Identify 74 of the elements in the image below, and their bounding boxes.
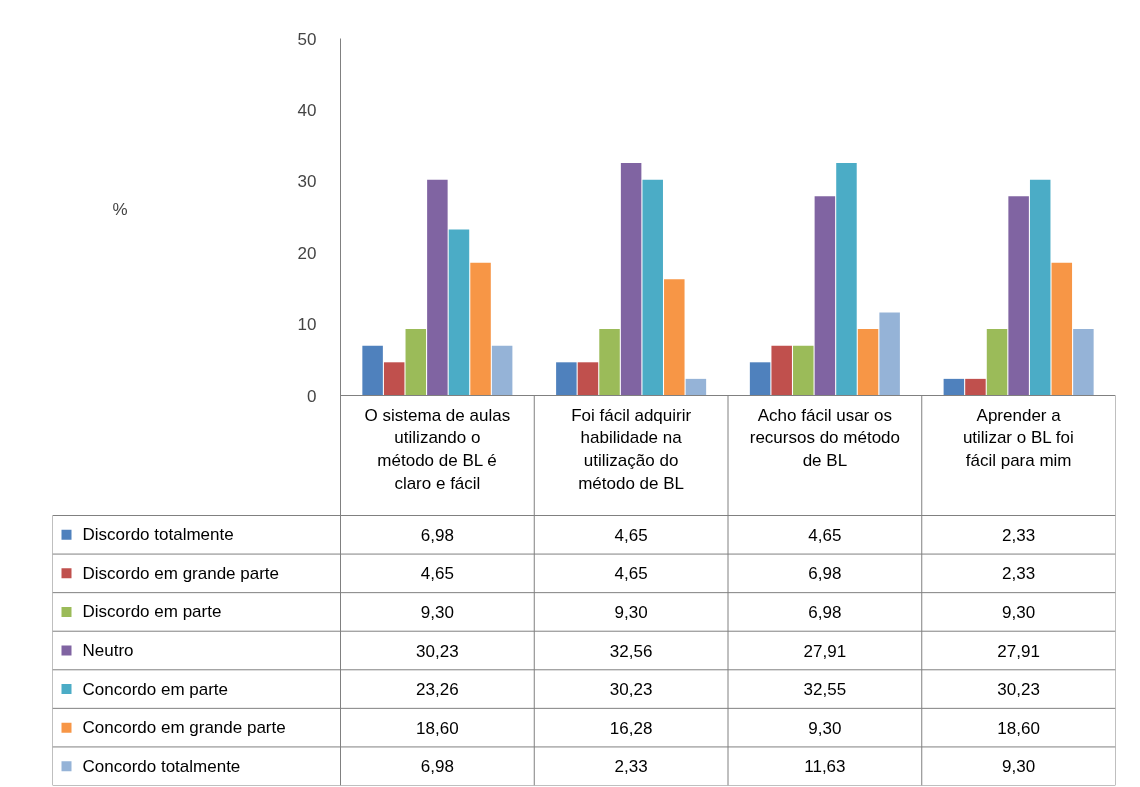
bar — [577, 362, 599, 396]
bar — [685, 378, 707, 396]
legend-label: Neutro — [82, 641, 134, 660]
bar — [664, 279, 685, 396]
bar — [879, 312, 900, 396]
text: % — [112, 199, 128, 219]
data-label: 27,91 — [997, 641, 1040, 661]
data-label: 6,98 — [420, 525, 454, 545]
data-label: 9,30 — [1002, 602, 1036, 622]
legend-label: Concordo totalmente — [82, 756, 241, 776]
bar — [405, 329, 427, 396]
x-tick-label: Acho fácil usar os recursos do método de BL — [749, 405, 900, 471]
data-label: 30,23 — [609, 680, 653, 700]
bar — [1051, 262, 1073, 396]
y-tick-label: 40 — [297, 100, 317, 120]
bar — [857, 329, 879, 396]
y-tick-label: 10 — [297, 315, 317, 335]
bar — [642, 179, 663, 396]
data-label: 11,63 — [804, 757, 846, 777]
bar — [427, 179, 448, 396]
bar — [448, 229, 470, 396]
bar — [836, 163, 857, 396]
bar — [1029, 179, 1051, 396]
bar — [620, 163, 642, 396]
bar — [771, 345, 792, 396]
bar — [943, 378, 965, 396]
bar — [814, 196, 836, 396]
x-tick-label: Foi fácil adquirir habilidade na utilização do método de BL — [571, 405, 692, 493]
data-label: 2,33 — [614, 757, 648, 777]
data-label: 32,55 — [803, 680, 847, 700]
data-label: 6,98 — [420, 757, 454, 777]
data-label: 4,65 — [808, 525, 842, 545]
data-label: 30,23 — [416, 641, 459, 661]
bar — [491, 345, 513, 396]
bar — [749, 362, 771, 396]
bar — [556, 362, 577, 396]
bar — [965, 378, 986, 396]
y-tick-label: 30 — [297, 172, 317, 192]
y-tick-label: 20 — [297, 243, 317, 263]
data-label: 9,30 — [808, 718, 842, 738]
bar — [599, 329, 620, 396]
data-label: 27,91 — [803, 641, 847, 661]
data-label: 32,56 — [609, 641, 653, 661]
data-label: 4,65 — [614, 525, 648, 545]
x-tick-label: Aprender a utilizar o BL foi fácil para mim — [962, 405, 1074, 471]
data-label: 9,30 — [420, 602, 454, 622]
y-tick-label: 50 — [297, 29, 317, 49]
legend-label: Discordo em grande parte — [82, 563, 280, 583]
legend-label: Discordo totalmente — [82, 525, 234, 545]
x-tick-label: O sistema de aulas utilizando o método de BL é claro e fácil — [364, 405, 511, 493]
bar — [362, 345, 383, 396]
legend-label: Discordo em parte — [82, 602, 222, 622]
bar — [986, 329, 1008, 396]
data-label: 4,65 — [420, 564, 454, 584]
data-label: 2,33 — [1002, 564, 1036, 584]
data-label: 18,60 — [416, 718, 459, 738]
data-label: 30,23 — [997, 680, 1040, 700]
data-label: 9,30 — [614, 602, 648, 622]
data-label: 16,28 — [609, 718, 653, 738]
data-label: 9,30 — [1002, 757, 1036, 777]
y-tick-label: 0 — [307, 386, 317, 406]
data-label: 4,65 — [614, 564, 648, 584]
bar — [793, 345, 814, 396]
data-label: 2,33 — [1002, 525, 1036, 545]
data-label: 6,98 — [808, 564, 842, 584]
bar — [1073, 329, 1094, 396]
bar — [383, 362, 405, 396]
bar — [470, 262, 491, 396]
legend-label: Concordo em grande parte — [82, 718, 286, 738]
data-label: 23,26 — [416, 680, 459, 700]
bar — [1008, 196, 1029, 396]
data-label: 18,60 — [997, 718, 1040, 738]
data-label: 6,98 — [808, 602, 842, 622]
legend-label: Concordo em parte — [82, 679, 229, 699]
